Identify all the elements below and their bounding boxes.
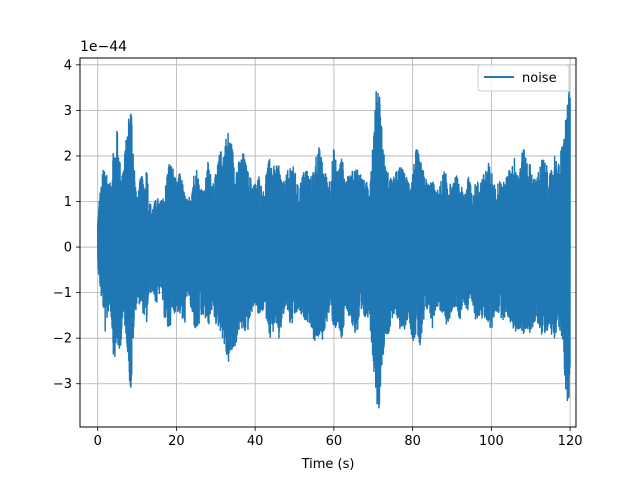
- x-axis-ticks: 0 20 40 60 80 100 120: [94, 427, 583, 449]
- y-tick-label: 3: [64, 104, 72, 119]
- legend-box: [477, 64, 570, 92]
- x-tick-label: 0: [94, 434, 102, 449]
- y-tick-label: 1: [64, 195, 72, 210]
- legend: noise: [477, 64, 570, 92]
- series-line-noise: [96, 91, 571, 409]
- x-tick-label: 60: [326, 434, 343, 449]
- y-tick-label: 4: [64, 58, 72, 73]
- legend-label-noise: noise: [522, 71, 557, 86]
- x-tick-label: 100: [479, 434, 504, 449]
- y-tick-label: −1: [53, 286, 72, 301]
- y-tick-label: −2: [53, 332, 72, 347]
- x-tick-label: 40: [247, 434, 264, 449]
- plot-area: [96, 91, 571, 409]
- y-axis-ticks: −3 −2 −1 0 1 2 3 4: [53, 58, 80, 392]
- axes-frame: [79, 57, 577, 428]
- y-tick-label: 2: [64, 149, 72, 164]
- x-tick-label: 120: [558, 434, 583, 449]
- x-tick-label: 20: [168, 434, 185, 449]
- y-scale-offset-label: 1e−44: [80, 39, 127, 55]
- y-tick-label: −3: [53, 377, 72, 392]
- y-tick-label: 0: [64, 241, 72, 256]
- x-axis-label: Time (s): [301, 457, 355, 472]
- x-tick-label: 80: [404, 434, 421, 449]
